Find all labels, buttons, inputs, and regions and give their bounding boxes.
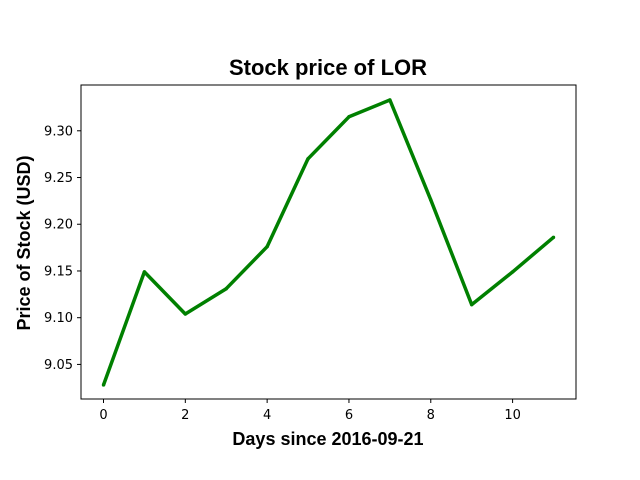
data-point bbox=[142, 270, 147, 274]
data-point bbox=[347, 115, 351, 119]
price-line bbox=[101, 98, 555, 386]
data-points bbox=[101, 98, 556, 387]
data-point bbox=[224, 287, 228, 291]
data-point bbox=[388, 98, 392, 102]
x-axis-label: Days since 2016-09-21 bbox=[232, 429, 423, 449]
y-tick-label: 9.10 bbox=[44, 311, 73, 326]
data-point bbox=[469, 302, 474, 307]
data-point bbox=[183, 312, 188, 316]
x-tick-label: 4 bbox=[263, 408, 271, 423]
chart-title: Stock price of LOR bbox=[229, 55, 427, 80]
data-point bbox=[429, 198, 433, 202]
y-tick-label: 9.25 bbox=[44, 171, 73, 186]
x-tick-label: 0 bbox=[99, 408, 107, 423]
y-tick-label: 9.05 bbox=[44, 358, 73, 373]
y-tick-label: 9.20 bbox=[44, 218, 73, 233]
x-tick-label: 2 bbox=[181, 408, 189, 423]
x-axis: 0 2 4 6 8 10 bbox=[99, 399, 521, 423]
y-axis-label: Price of Stock (USD) bbox=[14, 155, 34, 330]
y-tick-label: 9.15 bbox=[44, 264, 73, 279]
data-point bbox=[306, 157, 310, 161]
data-point bbox=[265, 244, 269, 249]
data-point bbox=[101, 383, 106, 387]
y-axis: 9.05 9.10 9.15 9.20 9.25 9.30 bbox=[44, 124, 81, 373]
plot-frame bbox=[80, 84, 577, 400]
x-tick-label: 8 bbox=[427, 408, 435, 423]
y-tick-label: 9.30 bbox=[44, 124, 73, 139]
x-tick-label: 6 bbox=[345, 408, 353, 423]
data-point bbox=[551, 235, 556, 240]
x-tick-label: 10 bbox=[504, 408, 521, 423]
data-point bbox=[510, 270, 515, 274]
